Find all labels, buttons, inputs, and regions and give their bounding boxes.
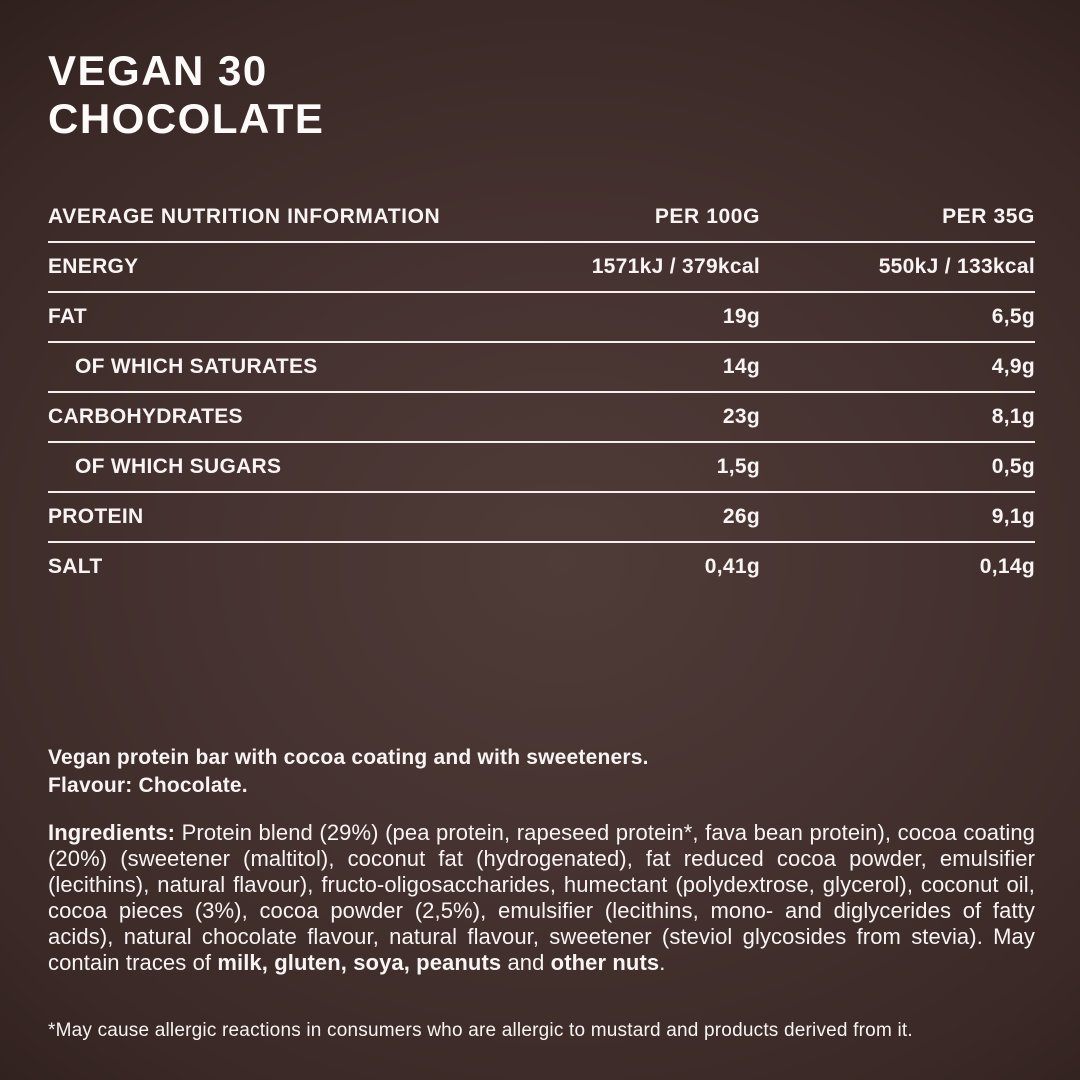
row-value-per-100g: 19g — [722, 305, 760, 328]
row-label: OF WHICH SATURATES — [75, 355, 318, 378]
row-value-per-100g: 26g — [722, 505, 760, 528]
allergen-footnote: *May cause allergic reactions in consume… — [48, 1020, 913, 1041]
row-label: CARBOHYDRATES — [48, 405, 243, 428]
ingredients-paragraph: Ingredients: Protein blend (29%) (pea pr… — [48, 820, 1036, 975]
nutrition-table-body: ENERGY 1571kJ / 379kcal 550kJ / 133kcal … — [48, 243, 1035, 591]
table-header-per-35g: PER 35G — [942, 205, 1035, 228]
table-row: OF WHICH SATURATES 14g 4,9g — [48, 343, 1035, 393]
product-description: Vegan protein bar with cocoa coating and… — [48, 744, 1035, 800]
row-value-per-100g: 1,5g — [716, 455, 760, 478]
nutrition-table-header-row: AVERAGE NUTRITION INFORMATION PER 100G P… — [48, 191, 1035, 243]
product-description-line1: Vegan protein bar with cocoa coating and… — [48, 746, 649, 769]
row-value-per-35g: 8,1g — [991, 405, 1035, 428]
table-header-per-100g: PER 100G — [654, 205, 760, 228]
row-label: PROTEIN — [48, 505, 144, 528]
row-value-per-100g: 14g — [722, 355, 760, 378]
row-value-per-35g: 0,14g — [979, 555, 1035, 578]
table-row: PROTEIN 26g 9,1g — [48, 493, 1035, 543]
product-title-line2: CHOCOLATE — [48, 95, 325, 142]
table-row: CARBOHYDRATES 23g 8,1g — [48, 393, 1035, 443]
table-row: SALT 0,41g 0,14g — [48, 543, 1035, 591]
product-description-line2: Flavour: Chocolate. — [48, 774, 248, 797]
row-label: ENERGY — [48, 255, 139, 278]
table-row: ENERGY 1571kJ / 379kcal 550kJ / 133kcal — [48, 243, 1035, 293]
row-label: SALT — [48, 555, 103, 578]
product-title-line1: VEGAN 30 — [48, 47, 268, 94]
table-row: OF WHICH SUGARS 1,5g 0,5g — [48, 443, 1035, 493]
row-value-per-35g: 0,5g — [991, 455, 1035, 478]
row-label: FAT — [48, 305, 88, 328]
row-value-per-35g: 4,9g — [991, 355, 1035, 378]
row-value-per-100g: 23g — [722, 405, 760, 428]
table-header-label: AVERAGE NUTRITION INFORMATION — [48, 205, 441, 228]
row-value-per-100g: 1571kJ / 379kcal — [591, 255, 760, 278]
row-value-per-100g: 0,41g — [704, 555, 760, 578]
row-value-per-35g: 550kJ / 133kcal — [878, 255, 1035, 278]
row-label: OF WHICH SUGARS — [75, 455, 282, 478]
row-value-per-35g: 9,1g — [991, 505, 1035, 528]
nutrition-table: AVERAGE NUTRITION INFORMATION PER 100G P… — [48, 191, 1035, 591]
table-row: FAT 19g 6,5g — [48, 293, 1035, 343]
product-title: VEGAN 30 CHOCOLATE — [48, 47, 1035, 143]
row-value-per-35g: 6,5g — [991, 305, 1035, 328]
